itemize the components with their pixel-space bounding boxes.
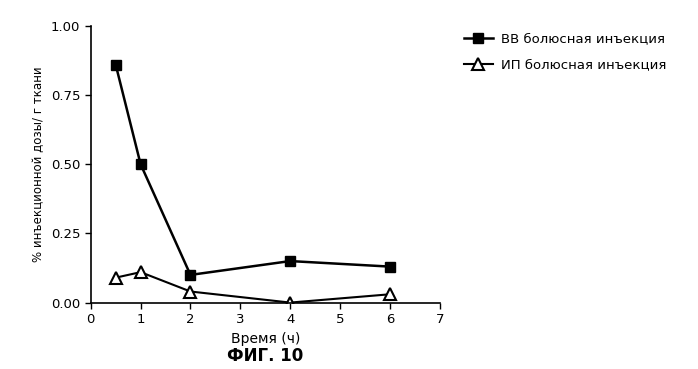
Text: ФИГ. 10: ФИГ. 10 [227,347,304,365]
ИП болюсная инъекция [286,300,295,305]
Line: ИП болюсная инъекция: ИП болюсная инъекция [110,266,396,308]
ИП болюсная инъекция [186,289,195,294]
Y-axis label: % инъекционной дозы/ г ткани: % инъекционной дозы/ г ткани [32,66,45,262]
X-axis label: Время (ч): Время (ч) [230,332,300,345]
ИП болюсная инъекция [386,292,394,297]
ВВ болюсная инъекция [286,259,295,263]
Line: ВВ болюсная инъекция: ВВ болюсная инъекция [111,60,395,280]
ИП болюсная инъекция [112,275,120,280]
Legend: ВВ болюсная инъекция, ИП болюсная инъекция: ВВ болюсная инъекция, ИП болюсная инъекц… [463,32,666,72]
ВВ болюсная инъекция [136,162,144,166]
ИП болюсная инъекция [136,270,144,275]
ВВ болюсная инъекция [186,273,195,277]
ВВ болюсная инъекция [386,264,394,269]
ВВ болюсная инъекция [112,62,120,67]
